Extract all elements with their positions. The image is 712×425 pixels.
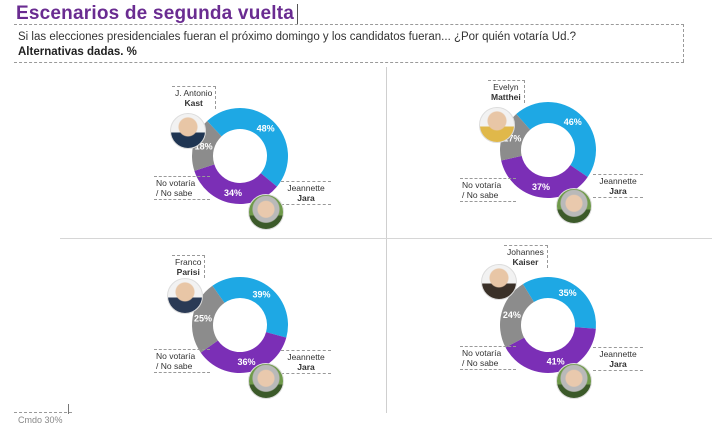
slice-candidate-3 (212, 277, 288, 338)
candidate-last-name: Matthei (491, 92, 521, 102)
data-label-no-votaria-1: 18% (195, 142, 213, 152)
no-votaria-line2: / No sabe (156, 361, 193, 371)
no-votaria-line1: No votaría (156, 178, 196, 188)
quadrant-divider-vertical (386, 67, 387, 413)
no-votaria-label-4: No votaría / No sabe (460, 346, 516, 370)
slice-jara-4 (505, 327, 596, 373)
jara-last-name: Jara (297, 193, 315, 203)
quadrant-divider-horizontal (60, 238, 712, 239)
data-label-no-votaria-4: 24% (503, 310, 521, 320)
jara-last-name: Jara (609, 359, 627, 369)
no-votaria-label-3: No votaría / No sabe (154, 349, 210, 373)
candidate-label-4: Johannes Kaiser (504, 245, 548, 268)
title-marker (297, 4, 298, 24)
jara-photo-1 (248, 194, 284, 230)
candidate-photo-3 (167, 278, 203, 314)
subtitle-divider (14, 62, 684, 63)
no-votaria-line1: No votaría (462, 348, 502, 358)
footer-divider (14, 412, 72, 413)
jara-photo-2 (556, 188, 592, 224)
jara-first-name: Jeannette (599, 176, 637, 186)
data-label-jara-2: 37% (532, 182, 550, 192)
data-label-jara-3: 36% (237, 357, 255, 367)
no-votaria-line1: No votaría (462, 180, 502, 190)
data-label-no-votaria-2: 17% (503, 133, 521, 143)
jara-first-name: Jeannette (287, 183, 325, 193)
no-votaria-label-1: No votaría / No sabe (154, 176, 210, 200)
alternatives-note: Alternativas dadas. % (18, 46, 137, 58)
no-votaria-line2: / No sabe (462, 358, 499, 368)
jara-first-name: Jeannette (599, 349, 637, 359)
jara-label-3: Jeannette Jara (281, 350, 331, 374)
slice-jara-1 (194, 164, 277, 204)
jara-photo-3 (248, 363, 284, 399)
slice-jara-3 (200, 332, 287, 373)
candidate-label-2: Evelyn Matthei (488, 80, 525, 103)
jara-label-1: Jeannette Jara (281, 181, 331, 205)
data-label-candidate-3: 39% (253, 289, 271, 299)
data-label-candidate-4: 35% (559, 288, 577, 298)
footer-marker (68, 404, 69, 414)
candidate-last-name: Parisi (176, 267, 200, 277)
no-votaria-line2: / No sabe (462, 190, 499, 200)
subtitle-bracket (683, 24, 685, 62)
slice-jara-2 (501, 155, 588, 199)
slice-candidate-4 (522, 276, 596, 329)
source-note: Cmdo 30% (18, 415, 63, 425)
slice-no-votaria-4 (500, 284, 534, 348)
no-votaria-line2: / No sabe (156, 188, 193, 198)
jara-photo-4 (556, 363, 592, 399)
candidate-label-1: J. Antonio Kast (172, 86, 217, 109)
jara-last-name: Jara (297, 362, 315, 372)
jara-first-name: Jeannette (287, 352, 325, 362)
no-votaria-label-2: No votaría / No sabe (460, 178, 516, 202)
candidate-label-3: Franco Parisi (172, 255, 206, 278)
candidate-photo-2 (479, 107, 515, 143)
no-votaria-line1: No votaría (156, 351, 196, 361)
candidate-first-name: J. Antonio (175, 88, 213, 98)
page-title: Escenarios de segunda vuelta (16, 3, 295, 24)
slice-candidate-2 (516, 101, 597, 177)
candidate-photo-4 (481, 264, 517, 300)
candidate-photo-1 (170, 113, 206, 149)
candidate-last-name: Kast (184, 98, 203, 108)
jara-label-4: Jeannette Jara (593, 347, 643, 371)
jara-last-name: Jara (609, 186, 627, 196)
question-text: Si las elecciones presidenciales fueran … (18, 31, 577, 43)
title-divider (14, 24, 684, 25)
data-label-candidate-2: 46% (564, 117, 582, 127)
data-label-jara-1: 34% (224, 188, 242, 198)
candidate-first-name: Franco (175, 257, 202, 267)
candidate-first-name: Evelyn (493, 82, 519, 92)
data-label-candidate-1: 48% (257, 124, 275, 134)
candidate-last-name: Kaiser (512, 257, 539, 267)
candidate-first-name: Johannes (507, 247, 544, 257)
slice-candidate-1 (207, 107, 289, 187)
data-label-jara-4: 41% (547, 357, 565, 367)
jara-label-2: Jeannette Jara (593, 174, 643, 198)
data-label-no-votaria-3: 25% (194, 314, 212, 324)
